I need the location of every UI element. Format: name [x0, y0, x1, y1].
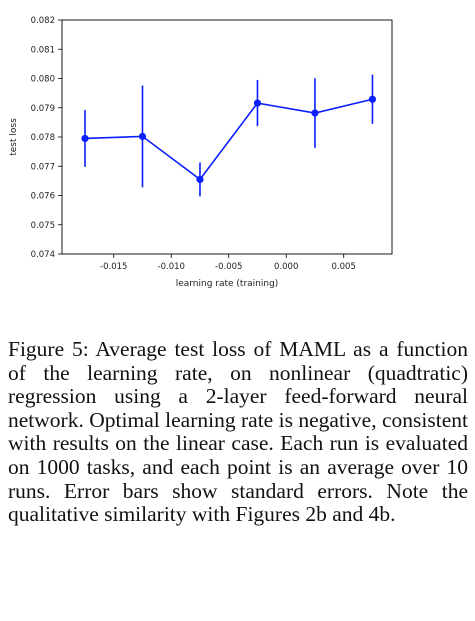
- y-tick-label: 0.075: [31, 221, 55, 231]
- y-tick-label: 0.078: [31, 133, 55, 143]
- x-tick-label: -0.015: [100, 262, 127, 272]
- y-tick-label: 0.079: [31, 104, 55, 114]
- x-tick-label: 0.000: [274, 262, 298, 272]
- y-tick-label: 0.081: [31, 45, 55, 55]
- data-point: [196, 175, 204, 184]
- x-axis-label: learning rate (training): [176, 279, 279, 289]
- x-tick-label: -0.005: [215, 262, 242, 272]
- y-axis-ticks: 0.074 0.075 0.076 0.077 0.078 0.079 0.080 0.081…: [31, 16, 62, 260]
- data-point: [81, 134, 89, 143]
- y-tick-label: 0.074: [31, 250, 55, 260]
- y-axis-label: test loss: [9, 118, 19, 156]
- y-tick-label: 0.082: [31, 16, 55, 26]
- chart: 0.074 0.075 0.076 0.077 0.078 0.079 0.080 0.081…: [9, 16, 393, 289]
- y-tick-label: 0.077: [31, 162, 55, 172]
- x-tick-label: 0.005: [332, 262, 356, 272]
- data-point: [138, 132, 147, 141]
- series-line: [84, 98, 373, 181]
- data-point: [253, 99, 262, 107]
- data-point: [311, 109, 319, 117]
- data-point: [368, 95, 377, 103]
- x-axis-ticks: -0.015 -0.010 -0.005 0.000 0.005: [100, 254, 356, 272]
- x-tick-label: -0.010: [158, 262, 185, 272]
- figure-caption: Figure 5: Average test loss of MAML as a…: [8, 337, 468, 527]
- y-tick-label: 0.076: [31, 192, 55, 202]
- data-points: [81, 95, 377, 184]
- y-tick-label: 0.080: [31, 75, 55, 85]
